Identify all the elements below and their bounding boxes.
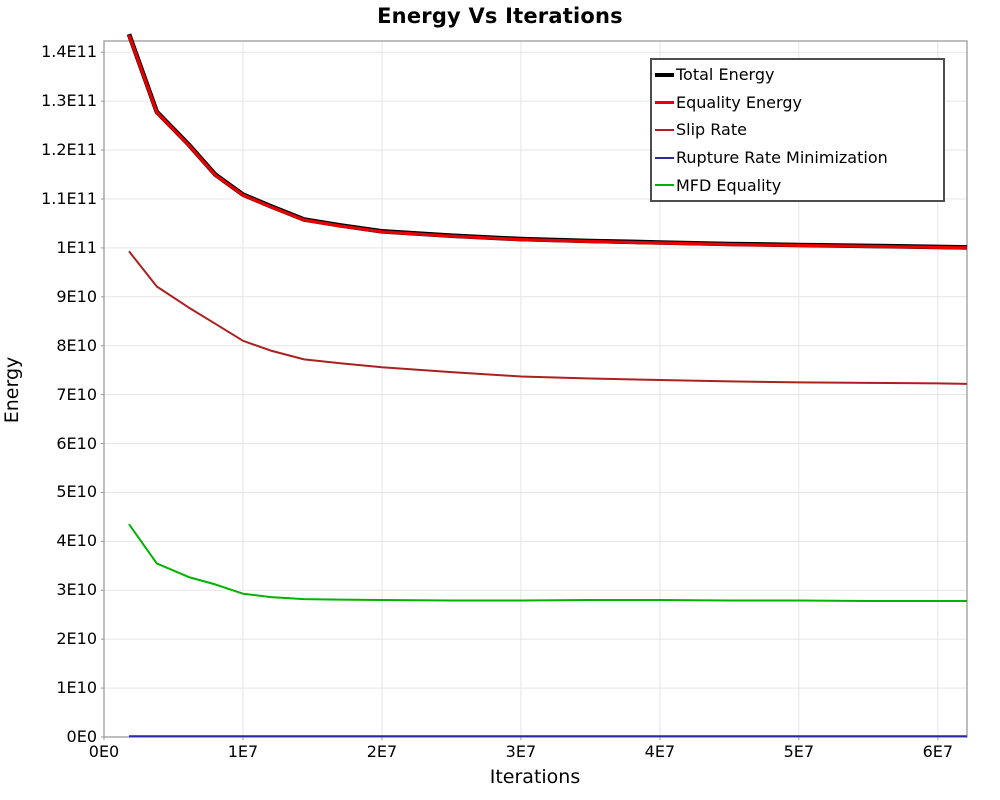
y-tick-label: 5E10 bbox=[56, 482, 97, 502]
y-tick-label: 1.2E11 bbox=[41, 140, 97, 160]
y-tick-label: 1.4E11 bbox=[41, 42, 97, 62]
legend-label: Equality Energy bbox=[676, 92, 802, 112]
y-tick-label: 1.1E11 bbox=[41, 188, 97, 208]
x-tick-label: 6E7 bbox=[922, 742, 954, 761]
legend-line-sample-mfd-equality bbox=[655, 184, 674, 187]
series-line-equality-energy bbox=[127, 34, 968, 250]
y-tick-label: 7E10 bbox=[56, 384, 97, 404]
y-tick-label: 4E10 bbox=[56, 531, 97, 551]
series-line-slip-rate bbox=[128, 250, 968, 385]
x-tick-label: 3E7 bbox=[505, 742, 537, 761]
legend-line-sample-rupture-rate-minimization bbox=[655, 156, 674, 159]
x-tick-label: 5E7 bbox=[783, 742, 815, 761]
y-tick-label: 1E11 bbox=[56, 237, 97, 257]
y-tick-label: 9E10 bbox=[56, 286, 97, 306]
legend-label: Slip Rate bbox=[676, 120, 747, 140]
y-tick-label: 3E10 bbox=[56, 580, 97, 600]
x-tick-label: 2E7 bbox=[366, 742, 398, 761]
legend-label: Total Energy bbox=[676, 65, 775, 85]
legend: Total Energy Equality Energy Slip Rate R… bbox=[650, 58, 945, 202]
y-tick-label: 2E10 bbox=[56, 629, 97, 649]
x-tick-label: 0E0 bbox=[88, 742, 120, 761]
y-tick-label: 1.3E11 bbox=[41, 91, 97, 111]
y-tick-label: 8E10 bbox=[56, 335, 97, 355]
y-tick-label: 0E0 bbox=[66, 727, 97, 746]
chart-title: Energy Vs Iterations bbox=[377, 4, 623, 28]
x-tick-label: 1E7 bbox=[227, 742, 259, 761]
legend-label: Rupture Rate Minimization bbox=[676, 148, 888, 168]
x-axis-title: Iterations bbox=[489, 766, 581, 788]
legend-row-slip-rate: Slip Rate bbox=[652, 116, 943, 144]
y-axis-title: Energy bbox=[1, 356, 23, 424]
y-tick-label: 6E10 bbox=[56, 433, 97, 453]
legend-line-sample-total-energy bbox=[655, 72, 674, 78]
legend-line-sample-slip-rate bbox=[655, 128, 674, 131]
x-tick-label: 4E7 bbox=[644, 742, 676, 761]
legend-row-mfd-equality: MFD Equality bbox=[652, 171, 943, 199]
legend-row-equality-energy: Equality Energy bbox=[652, 89, 943, 117]
legend-row-rupture-rate-minimization: Rupture Rate Minimization bbox=[652, 144, 943, 172]
legend-label: MFD Equality bbox=[676, 175, 782, 195]
legend-row-total-energy: Total Energy bbox=[652, 61, 943, 89]
legend-line-sample-equality-energy bbox=[655, 100, 674, 104]
y-tick-label: 1E10 bbox=[56, 678, 97, 698]
series-line-mfd-equality bbox=[128, 523, 967, 602]
